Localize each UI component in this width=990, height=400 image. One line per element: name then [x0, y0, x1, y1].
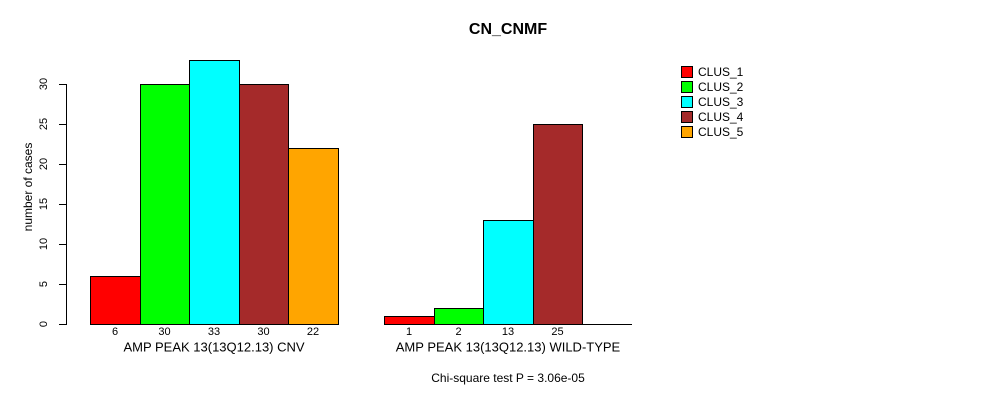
bar — [239, 84, 289, 325]
bar — [288, 148, 339, 325]
legend-label: CLUS_1 — [698, 64, 744, 79]
y-tick-label: 0 — [38, 320, 50, 328]
y-tick — [59, 284, 66, 285]
legend-entry: CLUS_5 — [681, 125, 743, 138]
y-tick — [59, 84, 66, 85]
legend-entry: CLUS_2 — [681, 80, 743, 93]
chi-square-annotation: Chi-square test P = 3.06e-05 — [431, 371, 585, 385]
bar-value-label: 13 — [501, 326, 515, 338]
y-axis-line — [66, 84, 67, 325]
bar-value-label: 30 — [158, 326, 171, 338]
legend-label: CLUS_2 — [698, 79, 744, 94]
y-tick — [59, 124, 66, 125]
group-label: AMP PEAK 13(13Q12.13) WILD-TYPE — [395, 339, 621, 355]
bar — [189, 60, 240, 325]
y-tick — [59, 164, 66, 165]
bar-value-label: 6 — [111, 326, 119, 338]
bar — [434, 308, 484, 325]
y-tick-label: 30 — [38, 77, 50, 91]
bar — [384, 316, 435, 325]
legend-entry: CLUS_3 — [681, 95, 743, 108]
legend-label: CLUS_4 — [698, 109, 744, 124]
bar-value-label: 1 — [405, 326, 413, 338]
y-tick-label: 15 — [38, 197, 50, 211]
legend-label: CLUS_5 — [698, 124, 744, 139]
legend-swatch — [681, 80, 693, 93]
bar-value-label: 25 — [551, 326, 564, 338]
y-tick — [59, 324, 66, 325]
legend-swatch — [681, 65, 693, 78]
chart-title: CN_CNMF — [468, 21, 548, 38]
y-tick-label: 10 — [38, 237, 50, 251]
legend-swatch — [681, 125, 693, 138]
legend-entry: CLUS_1 — [681, 65, 743, 78]
bar — [90, 276, 141, 325]
y-tick — [59, 204, 66, 205]
y-axis-label: number of cases — [21, 142, 35, 232]
y-tick — [59, 244, 66, 245]
y-tick-label: 20 — [38, 157, 50, 171]
y-tick-label: 5 — [38, 280, 50, 288]
legend-label: CLUS_3 — [698, 94, 744, 109]
bar-value-label: 2 — [455, 326, 462, 338]
bar-value-label: 30 — [257, 326, 270, 338]
bar-value-label: 33 — [207, 326, 221, 338]
legend-swatch — [681, 110, 693, 123]
bar — [533, 124, 583, 325]
bar — [140, 84, 190, 325]
legend-entry: CLUS_4 — [681, 110, 743, 123]
group-label: AMP PEAK 13(13Q12.13) CNV — [123, 339, 305, 355]
bar — [483, 220, 534, 325]
legend-swatch — [681, 95, 693, 108]
y-tick-label: 25 — [38, 117, 50, 131]
bar-value-label: 22 — [306, 326, 320, 338]
